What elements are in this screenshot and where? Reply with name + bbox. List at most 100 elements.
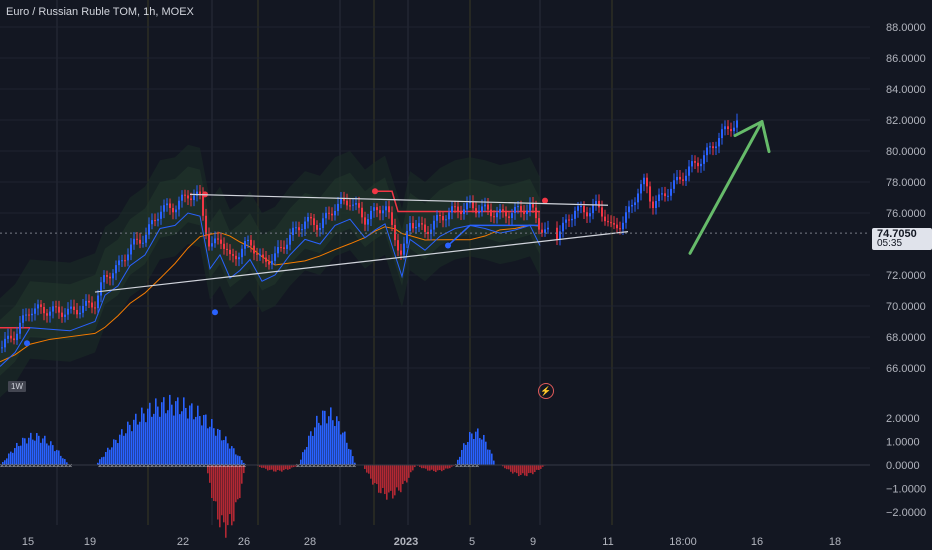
price-axis[interactable]: 88.0000 86.0000 84.0000 82.0000 80.0000 78.00…	[886, 22, 926, 375]
histogram-bar	[44, 435, 46, 465]
histogram-bar	[542, 465, 544, 467]
zero-marker: ×	[146, 463, 150, 470]
candle-body	[10, 335, 12, 339]
candle-body	[502, 209, 504, 211]
zero-marker: ×	[218, 463, 222, 470]
zero-marker: ×	[222, 463, 226, 470]
histogram-bar	[429, 465, 431, 471]
histogram-bar	[538, 465, 540, 471]
time-axis[interactable]: 15 19 22 26 28 2023 5 9 11 18:00 16 18	[22, 536, 841, 548]
candle-body	[622, 222, 624, 230]
candle-body	[505, 210, 507, 217]
histogram-bar	[384, 465, 386, 495]
candle-body	[136, 238, 138, 240]
session-separators	[0, 0, 870, 525]
histogram-bar	[233, 448, 235, 465]
zero-marker: ×	[28, 463, 32, 470]
histogram-bar	[48, 445, 50, 465]
candle-body	[640, 184, 642, 194]
candle-body	[175, 209, 177, 213]
time-tick-label: 9	[530, 536, 536, 548]
candle-body	[421, 223, 423, 225]
histogram-bar	[183, 397, 185, 465]
oscillator-axis[interactable]: 2.0000 1.0000 0.0000 −1.0000 −2.0000	[886, 413, 926, 519]
candle-body	[700, 163, 702, 167]
candle-body	[490, 209, 492, 217]
candle-body	[238, 257, 240, 260]
candle-body	[559, 231, 561, 240]
candle-body	[82, 305, 84, 313]
histogram-bar	[463, 443, 465, 465]
candle-body	[412, 223, 414, 229]
histogram-bar	[46, 443, 48, 465]
candle-body	[61, 312, 63, 317]
price-tick-label: 72.0000	[886, 270, 926, 282]
candle-body	[628, 206, 630, 213]
candle-body	[394, 224, 396, 241]
candle-body	[91, 302, 93, 308]
histogram-bar	[479, 438, 481, 465]
histogram-bar	[380, 465, 382, 494]
oscillator-tick-label: −2.0000	[886, 507, 926, 519]
candle-body	[544, 229, 546, 233]
histogram-bar	[8, 453, 10, 465]
zero-marker: ×	[102, 463, 106, 470]
histogram-bar	[279, 465, 281, 471]
histogram-bar	[105, 451, 107, 465]
histogram-bar	[374, 465, 376, 484]
histogram-bar	[171, 404, 173, 465]
candle-body	[220, 239, 222, 244]
flash-icon[interactable]: ⚡	[538, 383, 554, 399]
candle-body	[25, 314, 27, 316]
candle-body	[94, 307, 96, 309]
candle-body	[70, 306, 72, 309]
candle-body	[34, 308, 36, 314]
zero-marker: ×	[32, 463, 36, 470]
candle-body	[274, 253, 276, 261]
timeframe-badge[interactable]: 1W	[8, 381, 26, 392]
histogram-bar	[193, 419, 195, 465]
histogram-bar	[40, 442, 42, 465]
histogram-bar	[318, 422, 320, 465]
candle-body	[634, 202, 636, 205]
candle-body	[517, 206, 519, 208]
candle-body	[562, 222, 564, 232]
histogram-bar	[177, 397, 179, 465]
candle-body	[268, 261, 270, 265]
histogram-bar	[425, 465, 427, 469]
candle-body	[118, 260, 120, 266]
zero-marker: ×	[126, 463, 130, 470]
candle-body	[331, 213, 333, 216]
zero-marker: ×	[158, 463, 162, 470]
candle-body	[67, 308, 69, 315]
histogram-bar	[107, 447, 109, 465]
candle-body	[616, 224, 618, 229]
histogram-bar	[2, 461, 4, 465]
histogram-bar	[99, 459, 101, 465]
histogram-bar	[475, 431, 477, 465]
current-price-tag: 74.7050 05:35	[872, 228, 932, 250]
histogram-bar	[285, 465, 287, 470]
candle-body	[706, 147, 708, 156]
histogram-bar	[412, 465, 414, 471]
histogram-bar	[133, 419, 135, 465]
histogram-bar	[275, 465, 277, 472]
histogram-bar	[390, 465, 392, 491]
candle-body	[109, 276, 111, 279]
symbol-title[interactable]: Euro / Russian Ruble TOM, 1h, MOEX	[6, 6, 194, 18]
zero-marker: ×	[98, 463, 102, 470]
histogram-bar	[36, 433, 38, 465]
histogram-bar	[431, 465, 433, 470]
zero-marker: ×	[238, 463, 242, 470]
candle-body	[253, 245, 255, 254]
histogram-bar	[52, 445, 54, 465]
histogram-bar	[372, 465, 374, 485]
zero-marker: ×	[186, 463, 190, 470]
histogram-bar	[508, 465, 510, 470]
candle-body	[679, 176, 681, 180]
candle-body	[58, 306, 60, 313]
candle-body	[88, 300, 90, 303]
candle-body	[178, 200, 180, 210]
zero-marker: ×	[44, 463, 48, 470]
